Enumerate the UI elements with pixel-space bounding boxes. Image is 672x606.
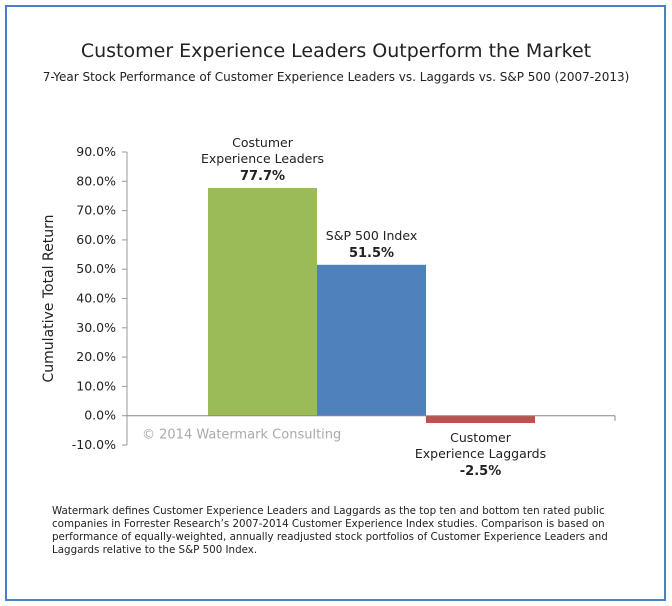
y-tick-label: -10.0% (72, 437, 116, 452)
data-label: 77.7% (240, 169, 285, 184)
category-label: Customer (450, 430, 512, 445)
y-axis-label: Cumulative Total Return (41, 215, 57, 383)
y-tick-label: 0.0% (84, 408, 116, 423)
chart-subtitle: 7-Year Stock Performance of Customer Exp… (42, 70, 630, 84)
y-tick-label: 90.0% (76, 144, 116, 159)
footnote: Watermark defines Customer Experience Le… (52, 505, 608, 556)
data-label: 51.5% (349, 246, 394, 261)
category-label: S&P 500 Index (326, 228, 417, 243)
y-tick-label: 40.0% (76, 291, 116, 306)
chart-frame (5, 5, 666, 601)
bar-3 (426, 415, 535, 424)
y-tick-label: 50.0% (76, 261, 116, 276)
y-tick-label: 80.0% (76, 173, 116, 188)
y-tick-label: 10.0% (76, 378, 116, 393)
category-label: Experience Laggards (415, 446, 546, 461)
chart-title: Customer Experience Leaders Outperform t… (80, 40, 592, 62)
y-tick-label: 70.0% (76, 203, 116, 218)
y-tick-label: 20.0% (76, 349, 116, 364)
data-label: -2.5% (460, 464, 501, 479)
category-label: Experience Leaders (201, 151, 324, 166)
bar-2 (317, 264, 426, 416)
bar-1 (208, 188, 317, 416)
y-tick-label: 30.0% (76, 320, 116, 335)
watermark: © 2014 Watermark Consulting (142, 428, 341, 443)
category-label: Costumer (232, 135, 294, 150)
y-tick-label: 60.0% (76, 232, 116, 247)
